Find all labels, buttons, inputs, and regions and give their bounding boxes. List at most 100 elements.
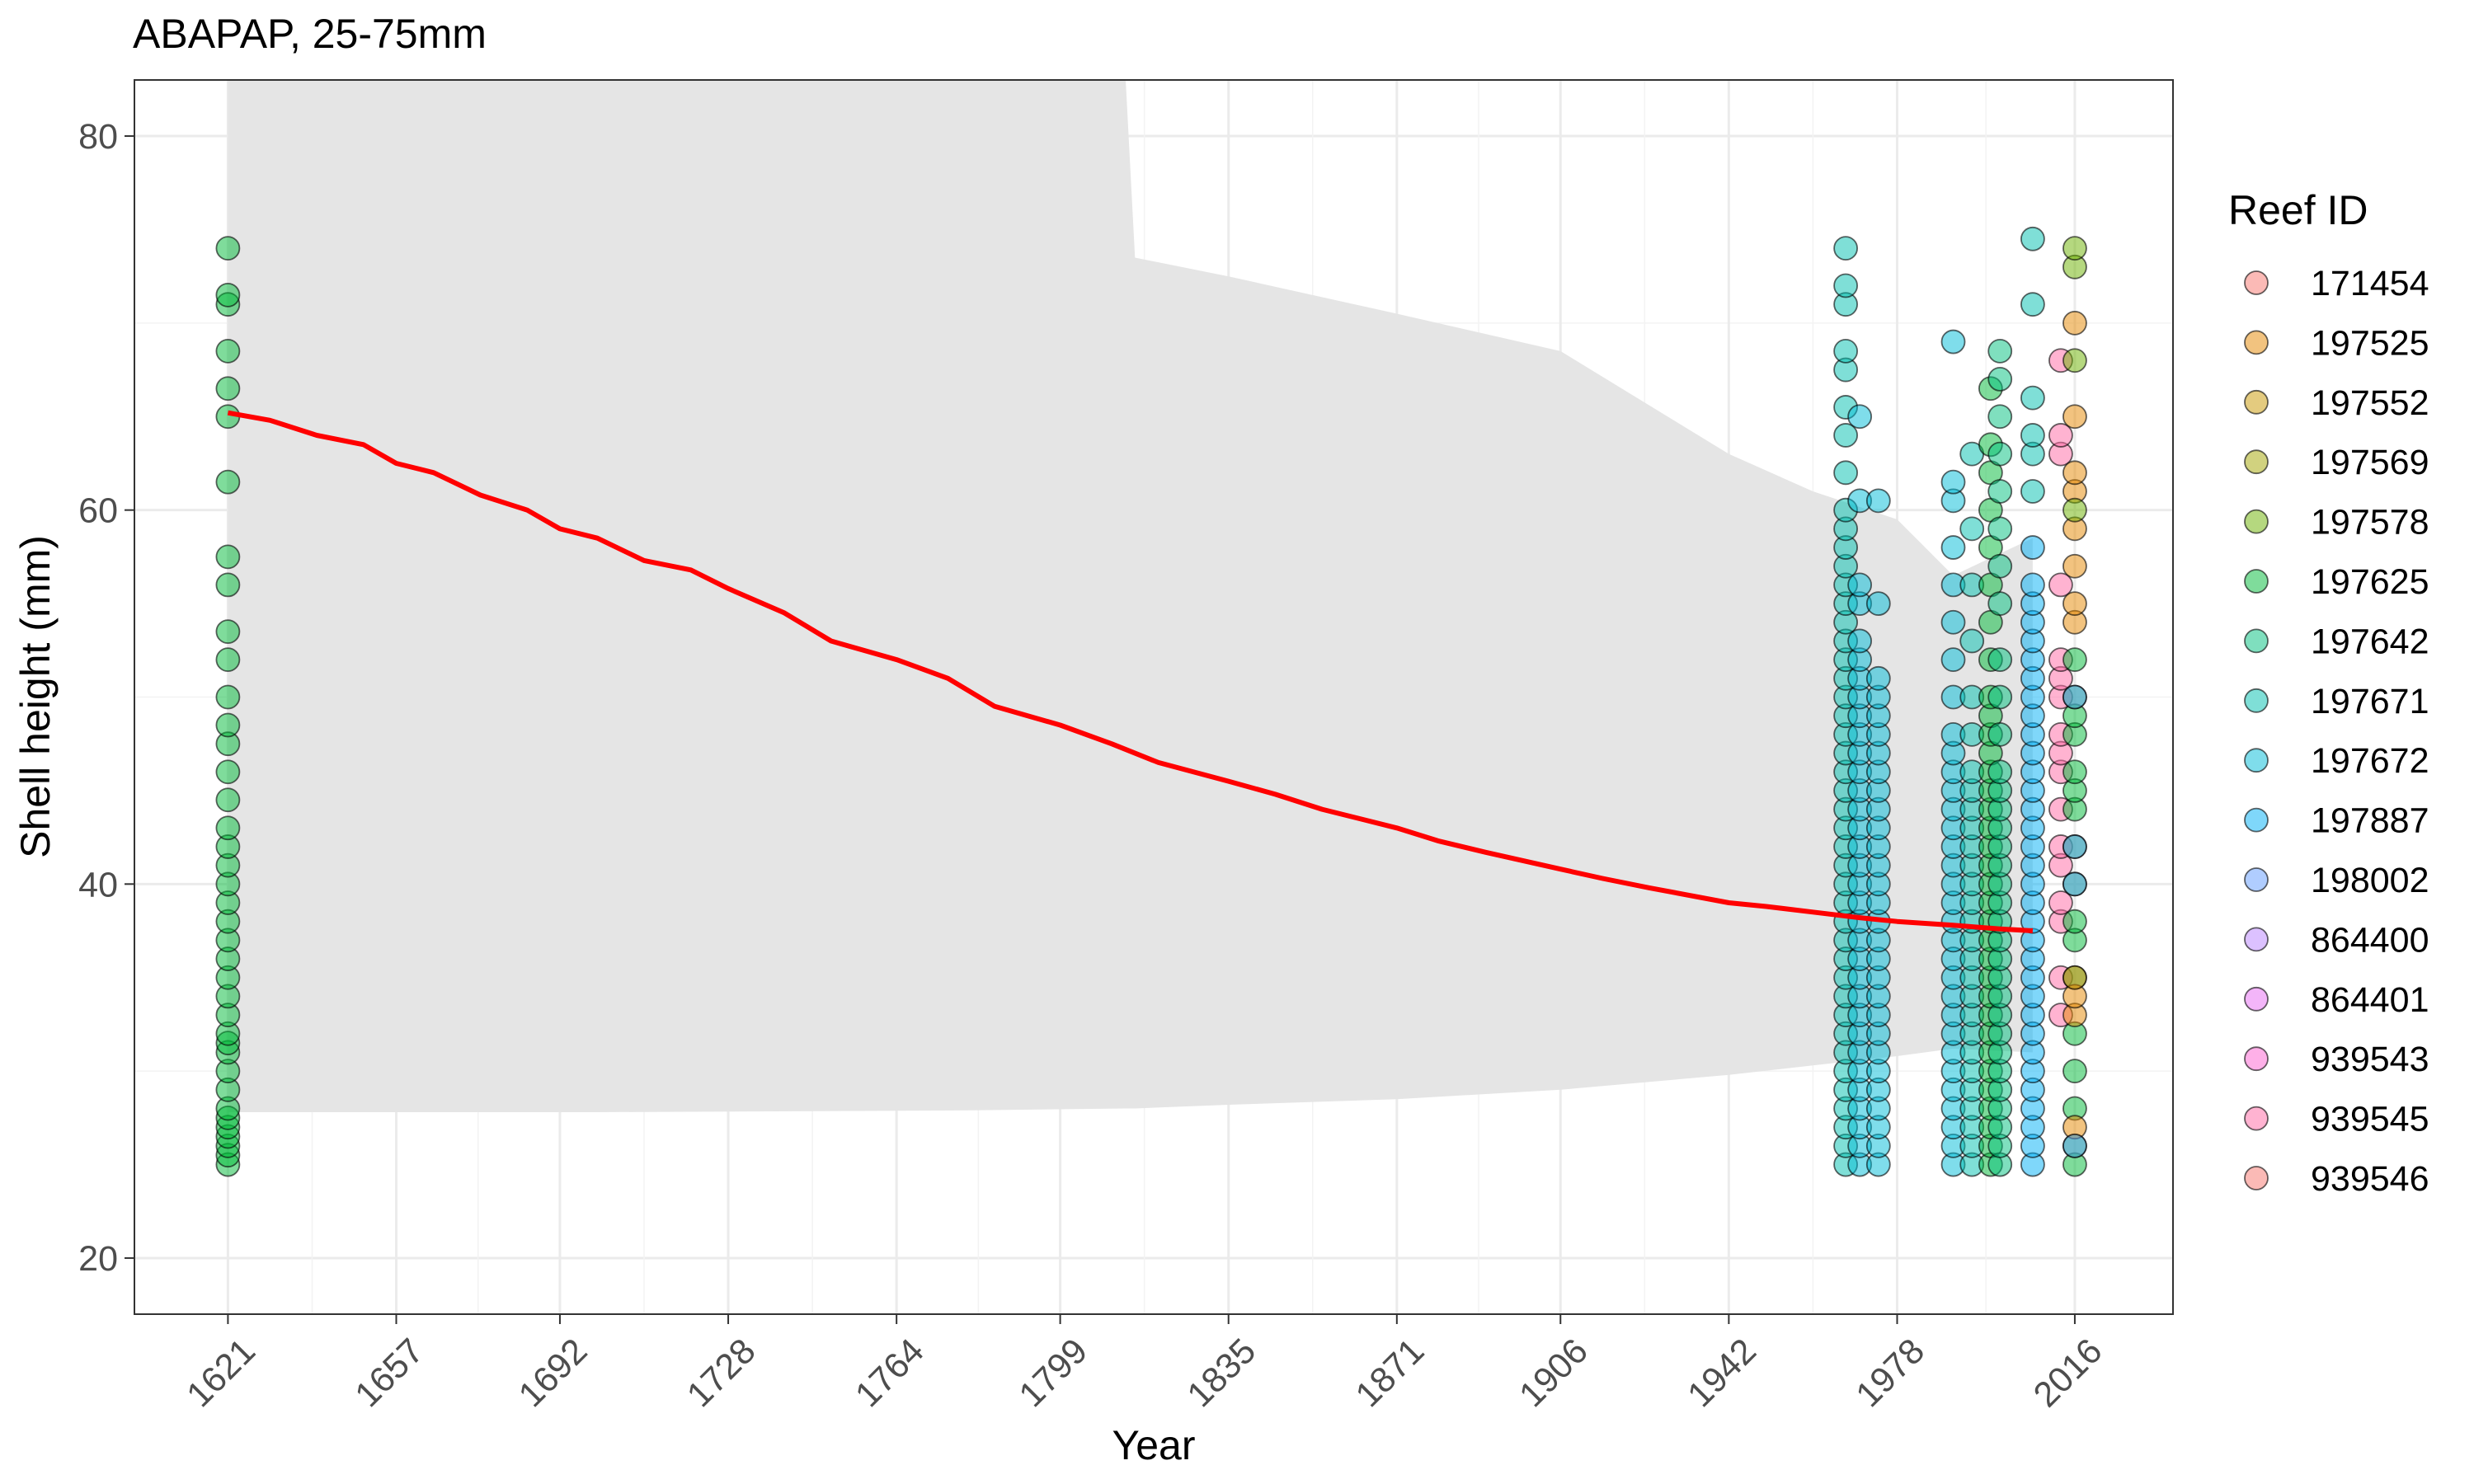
data-point bbox=[1987, 404, 2013, 430]
data-points bbox=[215, 226, 2087, 1177]
data-point bbox=[2062, 1059, 2087, 1084]
data-point bbox=[215, 282, 241, 308]
data-point bbox=[2062, 404, 2087, 430]
data-point bbox=[215, 469, 241, 495]
data-point bbox=[215, 787, 241, 813]
data-point bbox=[1987, 721, 2013, 747]
data-point bbox=[2062, 647, 2087, 673]
data-point bbox=[2062, 759, 2087, 785]
data-point bbox=[1865, 488, 1891, 514]
data-point bbox=[2062, 684, 2087, 710]
legend-key bbox=[2244, 1106, 2269, 1131]
y-tick-label: 60 bbox=[78, 491, 118, 531]
x-tick-label: 1942 bbox=[1680, 1331, 1764, 1416]
data-point bbox=[2048, 890, 2073, 915]
x-axis-title: Year bbox=[1112, 1422, 1195, 1468]
legend-key bbox=[2244, 748, 2269, 773]
legend-key bbox=[2244, 509, 2269, 534]
data-point bbox=[2062, 591, 2087, 616]
data-point bbox=[1987, 338, 2013, 364]
data-point bbox=[1987, 479, 2013, 504]
legend-label: 171454 bbox=[2311, 264, 2429, 303]
data-point bbox=[2062, 460, 2087, 486]
legend-label: 197671 bbox=[2311, 682, 2429, 721]
x-tick-label: 1657 bbox=[347, 1331, 431, 1416]
data-point bbox=[1833, 460, 1859, 486]
x-tick-label: 1764 bbox=[848, 1331, 932, 1416]
confidence-band-area bbox=[228, 80, 2033, 1112]
x-tick-label: 1692 bbox=[511, 1331, 595, 1416]
legend-key bbox=[2244, 986, 2269, 1012]
legend-label: 864401 bbox=[2311, 980, 2429, 1020]
trend-line-path bbox=[227, 410, 2034, 933]
legend-key bbox=[2244, 1166, 2269, 1190]
data-point bbox=[215, 684, 241, 710]
legend-key bbox=[2244, 867, 2269, 892]
chart-title: ABAPAP, 25-75mm bbox=[133, 11, 487, 57]
x-tick-label: 1799 bbox=[1012, 1331, 1096, 1416]
x-axis: 1621 1657 1692 1728 1764 1799 1835 1871 1906 1942… bbox=[179, 1314, 2110, 1416]
data-point bbox=[1987, 759, 2013, 785]
data-point bbox=[2062, 871, 2087, 897]
data-point bbox=[1987, 553, 2013, 579]
data-point bbox=[2062, 1133, 2087, 1158]
y-axis-title: Shell height (mm) bbox=[12, 535, 59, 858]
x-tick-label: 1906 bbox=[1512, 1331, 1596, 1416]
data-point bbox=[2020, 535, 2045, 560]
x-tick-label: 1621 bbox=[179, 1331, 263, 1416]
data-point bbox=[2020, 572, 2045, 598]
data-point bbox=[215, 759, 241, 785]
data-point bbox=[2020, 479, 2045, 504]
data-point bbox=[1987, 441, 2013, 467]
legend-key bbox=[2244, 330, 2269, 355]
data-point bbox=[1865, 665, 1891, 691]
x-tick-label: 2016 bbox=[2026, 1331, 2110, 1416]
y-tick-label: 20 bbox=[78, 1239, 118, 1279]
data-point bbox=[2062, 310, 2087, 336]
data-point bbox=[1940, 647, 1966, 673]
data-point bbox=[1987, 516, 2013, 542]
y-tick-label: 40 bbox=[78, 865, 118, 904]
data-point bbox=[1940, 469, 1966, 495]
data-point bbox=[215, 712, 241, 738]
legend-label: 939543 bbox=[2311, 1040, 2429, 1079]
legend-label: 197625 bbox=[2311, 562, 2429, 602]
data-point bbox=[1833, 423, 1859, 448]
data-point bbox=[215, 544, 241, 570]
legend-label: 939545 bbox=[2311, 1100, 2429, 1139]
legend-label: 198002 bbox=[2311, 861, 2429, 900]
data-point bbox=[1847, 572, 1873, 598]
data-point bbox=[215, 815, 241, 841]
data-point bbox=[2020, 292, 2045, 317]
data-point bbox=[215, 376, 241, 402]
data-point bbox=[215, 572, 241, 598]
data-point bbox=[1959, 516, 1985, 542]
data-point bbox=[1940, 535, 1966, 560]
data-point bbox=[1940, 329, 1966, 355]
legend-key bbox=[2244, 569, 2269, 594]
legend-label: 197569 bbox=[2311, 443, 2429, 482]
data-point bbox=[2062, 834, 2087, 859]
data-point bbox=[2048, 423, 2073, 448]
confidence-band bbox=[228, 80, 2033, 1112]
data-point bbox=[1987, 647, 2013, 673]
data-point bbox=[2020, 385, 2045, 411]
legend-key bbox=[2244, 270, 2269, 295]
legend-label: 864400 bbox=[2311, 920, 2429, 960]
data-point bbox=[2020, 423, 2045, 448]
data-point bbox=[1847, 404, 1873, 430]
legend-key bbox=[2244, 628, 2269, 654]
data-point bbox=[1940, 609, 1966, 635]
legend-label: 939546 bbox=[2311, 1159, 2429, 1199]
data-point bbox=[1833, 273, 1859, 298]
data-point bbox=[2062, 909, 2087, 934]
legend-key bbox=[2244, 688, 2269, 713]
data-point bbox=[1847, 628, 1873, 654]
x-tick-label: 1871 bbox=[1348, 1331, 1432, 1416]
data-point bbox=[2062, 497, 2087, 523]
legend-key bbox=[2244, 389, 2269, 415]
data-point bbox=[1987, 591, 2013, 616]
plot-border bbox=[134, 79, 2174, 1315]
data-point bbox=[1959, 628, 1985, 654]
